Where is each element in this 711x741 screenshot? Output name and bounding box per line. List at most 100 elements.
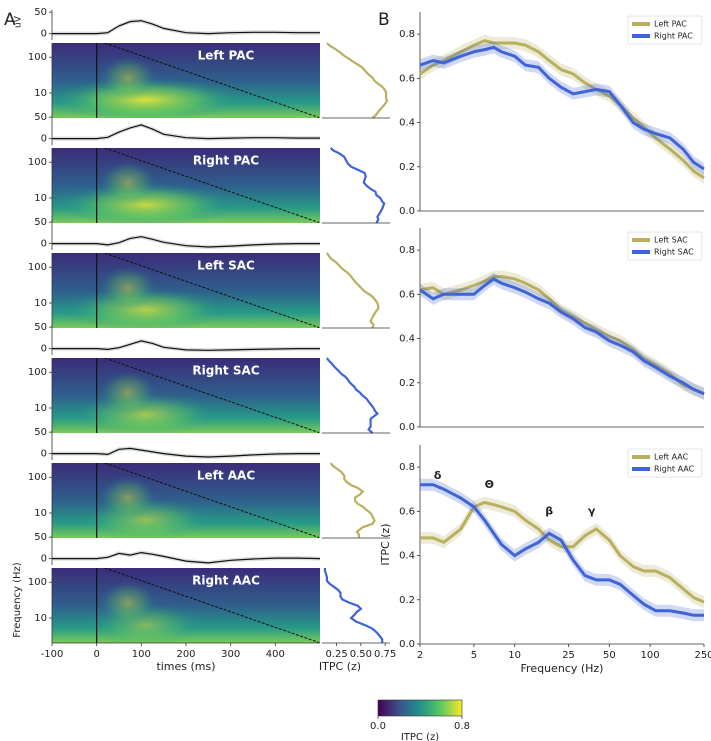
row-label: Left AAC xyxy=(197,469,255,483)
colorbar-tick-label: 0.8 xyxy=(454,721,470,732)
profile-tick-label: 0.25 xyxy=(325,649,347,660)
erp-line xyxy=(52,20,320,35)
y-tick-label: 100 xyxy=(28,367,47,378)
annotation: γ xyxy=(588,504,596,517)
series-line xyxy=(419,277,705,396)
y-tick-label: 0.8 xyxy=(399,462,415,473)
row-label: Left PAC xyxy=(198,49,255,63)
x-tick-label: -100 xyxy=(41,649,64,660)
ci-band xyxy=(420,34,704,184)
y-tick-label: 100 xyxy=(28,262,47,273)
legend-label: Left AAC xyxy=(654,453,689,462)
erp-tick-label: 50 xyxy=(34,427,47,438)
heatmap-hot xyxy=(99,161,156,205)
y-axis-label: ITPC (z) xyxy=(379,523,392,565)
erp-band xyxy=(52,18,320,36)
cycle-curve xyxy=(104,463,320,538)
y-tick-label: 0.0 xyxy=(399,206,415,217)
x-tick-label: 200 xyxy=(176,649,195,660)
heatmap-overlay xyxy=(58,148,320,223)
ci-band xyxy=(420,41,704,176)
y-tick-label: 0.6 xyxy=(399,506,415,517)
profile-line xyxy=(329,147,386,224)
y-tick-label: 0.2 xyxy=(399,162,415,173)
x-tick-label: 100 xyxy=(641,650,660,661)
heatmap-hot xyxy=(99,56,156,100)
profile-line xyxy=(329,462,376,538)
y-tick-label: 100 xyxy=(28,52,47,63)
erp-band xyxy=(52,446,320,459)
y-tick-label: 0.4 xyxy=(399,551,415,562)
erp-tick-label: 0 xyxy=(41,134,47,145)
y-tick-label: 10 xyxy=(34,403,47,414)
annotation: β xyxy=(545,504,553,517)
erp-tick-label: 50 xyxy=(34,322,47,333)
heatmap-overlay xyxy=(52,43,320,118)
y-tick-label: 0.6 xyxy=(399,73,415,84)
cycle-curve xyxy=(104,253,320,328)
profile-line xyxy=(326,357,380,434)
x-axis-label: times (ms) xyxy=(156,660,215,673)
heatmap-hot xyxy=(52,78,241,118)
row-label: Left SAC xyxy=(197,259,255,273)
profile-line xyxy=(326,252,380,329)
erp-y-label: uV xyxy=(14,15,24,28)
series-line xyxy=(419,275,705,396)
y-tick-label: 0.0 xyxy=(399,422,415,433)
y-tick-label: 10 xyxy=(34,88,47,99)
heatmap-hot xyxy=(99,266,156,310)
erp-tick-label: 50 xyxy=(34,7,47,18)
erp-tick-label: 0 xyxy=(41,239,47,250)
erp-tick-label: 0 xyxy=(41,449,47,460)
y-tick-label: 0.6 xyxy=(399,289,415,300)
erp-line xyxy=(52,124,320,140)
profile-tick-label: 0.50 xyxy=(350,649,372,660)
legend-label: Right SAC xyxy=(654,248,694,257)
cycle-curve xyxy=(104,358,320,433)
panel-label: B xyxy=(378,10,390,30)
series-line xyxy=(419,39,705,180)
row-label: Right AAC xyxy=(192,574,260,588)
legend-label: Right AAC xyxy=(654,465,695,474)
y-tick-label: 0.4 xyxy=(399,334,415,345)
erp-tick-label: 0 xyxy=(41,344,47,355)
erp-line xyxy=(52,340,320,351)
annotation: δ xyxy=(434,469,442,482)
heatmap-hot xyxy=(99,581,156,625)
y-tick-label: 100 xyxy=(28,577,47,588)
y-axis-label: Frequency (Hz) xyxy=(12,562,23,638)
y-tick-label: 0.8 xyxy=(399,245,415,256)
x-tick-label: 250 xyxy=(694,650,711,661)
ci-band xyxy=(420,272,704,400)
erp-tick-label: 50 xyxy=(34,112,47,123)
heatmap-hot xyxy=(99,371,156,415)
erp-band xyxy=(52,234,320,249)
erp-line xyxy=(52,447,320,458)
erp-tick-label: 0 xyxy=(41,554,47,565)
cycle-curve xyxy=(104,568,320,643)
heatmap-overlay xyxy=(90,568,320,643)
colorbar-tick-label: 0.0 xyxy=(370,721,386,732)
erp-tick-label: 50 xyxy=(34,217,47,228)
x-tick-label: 25 xyxy=(562,650,575,661)
erp-line xyxy=(52,551,321,564)
profile-line xyxy=(323,568,384,643)
erp-band xyxy=(52,122,320,141)
heatmap-hot xyxy=(58,183,233,223)
series-line xyxy=(419,45,705,171)
legend-label: Right PAC xyxy=(654,32,693,41)
legend-label: Left PAC xyxy=(654,20,687,29)
y-tick-label: 0.0 xyxy=(399,639,415,650)
y-tick-label: 10 xyxy=(34,508,47,519)
y-tick-label: 0.8 xyxy=(399,29,415,40)
row-label: Right SAC xyxy=(192,364,259,378)
y-tick-label: 0.2 xyxy=(399,595,415,606)
heatmap-overlay xyxy=(82,463,320,538)
y-tick-label: 100 xyxy=(28,472,47,483)
x-tick-label: 100 xyxy=(132,649,151,660)
y-tick-label: 0.4 xyxy=(399,118,415,129)
erp-line xyxy=(52,236,320,248)
series-line xyxy=(420,483,704,617)
x-axis-label: Frequency (Hz) xyxy=(521,662,604,675)
